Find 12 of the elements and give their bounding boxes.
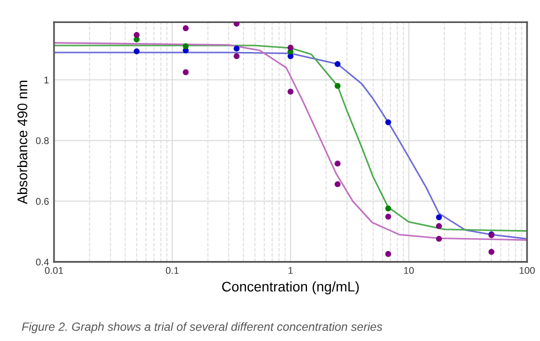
x-tick-label: 0.1 <box>166 267 179 274</box>
y-axis-title: Absorbance 490 nm <box>17 80 28 204</box>
x-tick-label: 100 <box>520 267 535 274</box>
caption: Figure 2. Graph shows a trial of several different concentration series <box>22 322 382 334</box>
x-tick-label: 1 <box>288 267 293 274</box>
x-tick-label: 10 <box>404 267 414 274</box>
y-tick-label: 0.8 <box>36 137 49 144</box>
x-tick-label: 0.01 <box>44 267 63 274</box>
x-axis-title: Concentration (ng/mL) <box>222 281 359 294</box>
y-tick-label: 1 <box>44 76 49 84</box>
y-tick-label: 0.4 <box>36 258 49 266</box>
y-tick-label: 0.6 <box>36 198 49 205</box>
